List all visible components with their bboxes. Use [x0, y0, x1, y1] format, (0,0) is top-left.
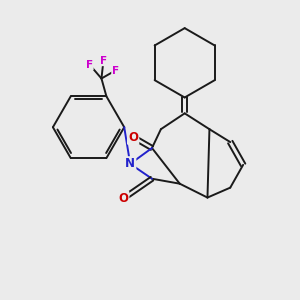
- Text: O: O: [118, 192, 128, 205]
- Text: F: F: [100, 56, 107, 66]
- Text: F: F: [112, 66, 119, 76]
- Text: O: O: [128, 130, 138, 144]
- Text: F: F: [86, 60, 93, 70]
- Text: N: N: [125, 158, 135, 170]
